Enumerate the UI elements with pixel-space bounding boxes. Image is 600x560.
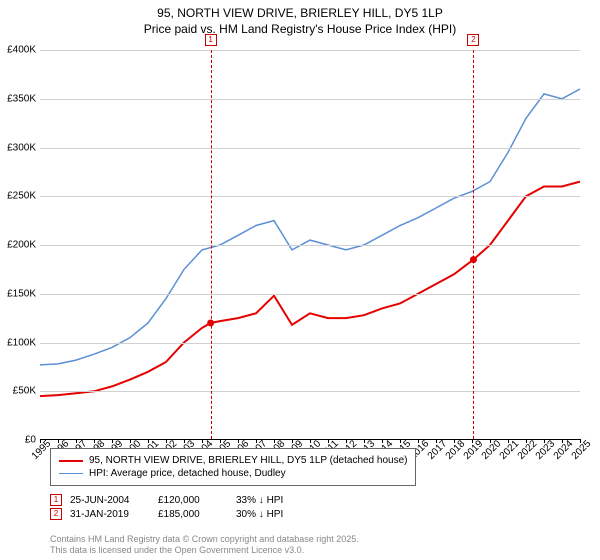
marker-date-1: 25-JUN-2004: [70, 495, 150, 506]
marker-vline-2: [473, 50, 474, 439]
x-axis-label: 2020: [480, 438, 504, 462]
chart-plot-area: £0£50K£100K£150K£200K£250K£300K£350K£400…: [40, 50, 580, 440]
marker-pct-2: 30% ↓ HPI: [236, 509, 316, 520]
marker-vline-1: [211, 50, 212, 439]
y-gridline: [40, 148, 580, 149]
marker-row-2: 2 31-JAN-2019 £185,000 30% ↓ HPI: [50, 508, 316, 520]
y-gridline: [40, 391, 580, 392]
x-axis-label: 2023: [534, 438, 558, 462]
x-axis-label: 2022: [516, 438, 540, 462]
marker-badge-2: 2: [50, 508, 62, 520]
y-gridline: [40, 99, 580, 100]
chart-title: 95, NORTH VIEW DRIVE, BRIERLEY HILL, DY5…: [0, 0, 600, 22]
y-axis-label: £350K: [0, 93, 36, 104]
marker-badge-top-1: 1: [205, 34, 217, 46]
series-line-hpi: [40, 89, 580, 365]
x-axis-label: 2024: [552, 438, 576, 462]
y-gridline: [40, 50, 580, 51]
y-axis-label: £200K: [0, 240, 36, 251]
copyright-line-2: This data is licensed under the Open Gov…: [50, 545, 359, 556]
y-axis-label: £50K: [0, 386, 36, 397]
x-axis-label: 2025: [570, 438, 594, 462]
y-axis-label: £300K: [0, 142, 36, 153]
legend-swatch-price-paid: [59, 460, 83, 462]
y-axis-label: £400K: [0, 45, 36, 56]
marker-badge-1: 1: [50, 494, 62, 506]
y-gridline: [40, 343, 580, 344]
legend-label-price-paid: 95, NORTH VIEW DRIVE, BRIERLEY HILL, DY5…: [89, 455, 407, 466]
marker-row-1: 1 25-JUN-2004 £120,000 33% ↓ HPI: [50, 494, 316, 506]
x-axis-label: 2019: [462, 438, 486, 462]
x-axis-label: 2018: [444, 438, 468, 462]
chart-subtitle: Price paid vs. HM Land Registry's House …: [0, 22, 600, 36]
marker-data-table: 1 25-JUN-2004 £120,000 33% ↓ HPI 2 31-JA…: [50, 492, 316, 522]
marker-pct-1: 33% ↓ HPI: [236, 495, 316, 506]
legend-label-hpi: HPI: Average price, detached house, Dudl…: [89, 468, 286, 479]
y-axis-label: £0: [0, 435, 36, 446]
legend-row-hpi: HPI: Average price, detached house, Dudl…: [59, 468, 407, 479]
marker-price-1: £120,000: [158, 495, 228, 506]
y-gridline: [40, 294, 580, 295]
y-axis-label: £150K: [0, 288, 36, 299]
legend-row-price-paid: 95, NORTH VIEW DRIVE, BRIERLEY HILL, DY5…: [59, 455, 407, 466]
series-line-price_paid: [40, 182, 580, 397]
copyright-notice: Contains HM Land Registry data © Crown c…: [50, 534, 359, 556]
y-axis-label: £250K: [0, 191, 36, 202]
y-gridline: [40, 196, 580, 197]
x-axis-label: 2017: [426, 438, 450, 462]
legend-swatch-hpi: [59, 473, 83, 475]
chart-legend: 95, NORTH VIEW DRIVE, BRIERLEY HILL, DY5…: [50, 448, 416, 486]
marker-price-2: £185,000: [158, 509, 228, 520]
y-axis-label: £100K: [0, 337, 36, 348]
marker-date-2: 31-JAN-2019: [70, 509, 150, 520]
copyright-line-1: Contains HM Land Registry data © Crown c…: [50, 534, 359, 545]
y-gridline: [40, 245, 580, 246]
x-axis-label: 2021: [498, 438, 522, 462]
marker-badge-top-2: 2: [467, 34, 479, 46]
